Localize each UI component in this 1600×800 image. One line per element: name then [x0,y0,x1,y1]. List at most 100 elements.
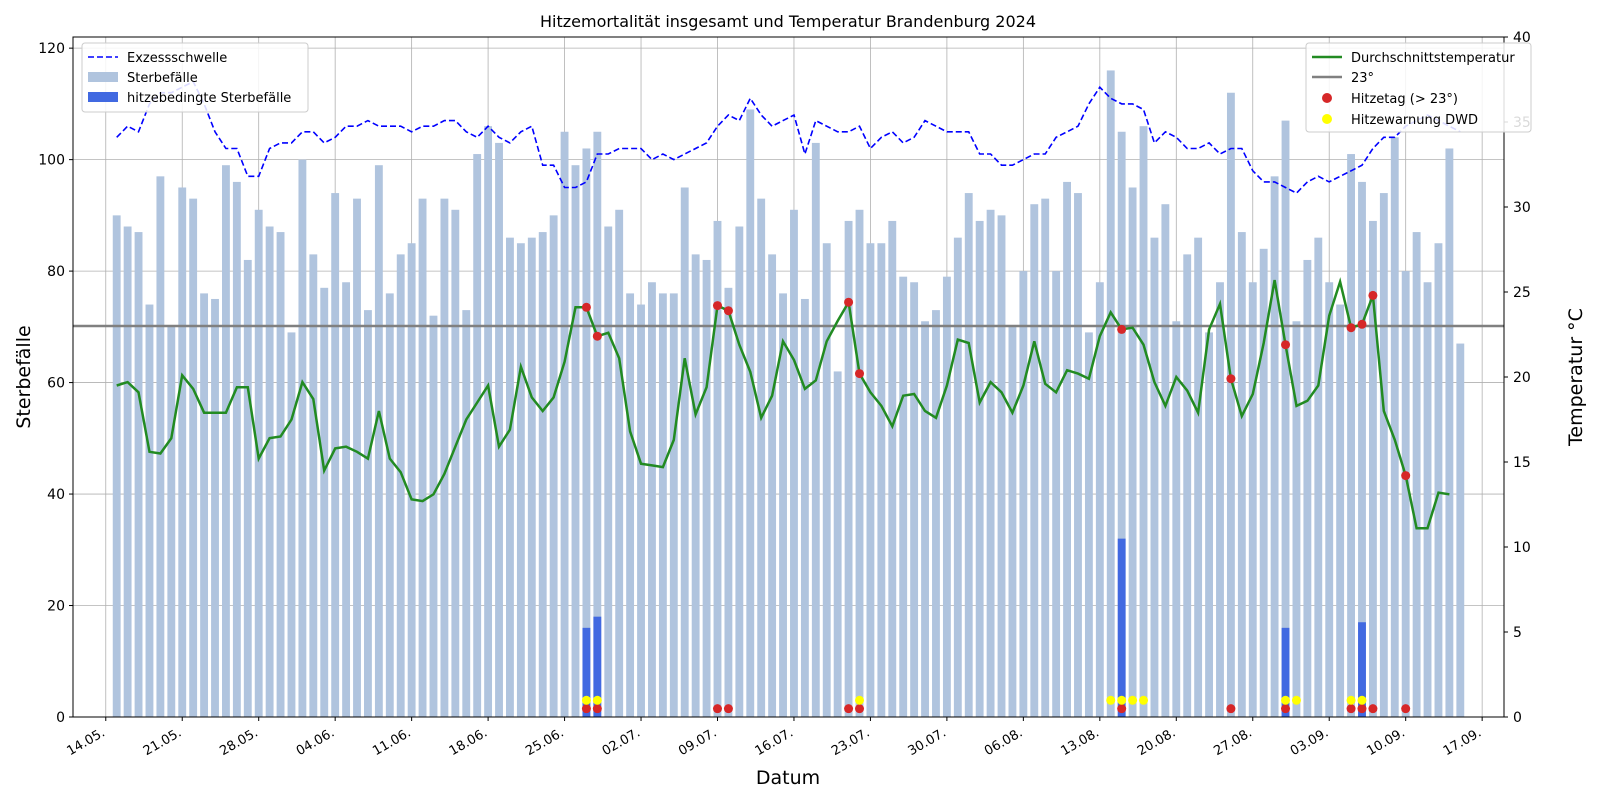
x-tick-label: 04.06. [294,725,337,759]
bar-sterbefaelle [735,226,744,718]
bar-hitzebedingt [1117,538,1126,717]
bar-sterbefaelle [560,131,569,718]
bar-sterbefaelle [1412,232,1421,717]
dwd-warning-marker [581,695,591,705]
y-tick-label-right: 5 [1513,625,1522,641]
dwd-warning-marker [1291,695,1301,705]
bar-sterbefaelle [1139,126,1148,718]
y-tick-label-left: 80 [47,264,65,280]
bar-sterbefaelle [626,293,635,717]
bar-sterbefaelle [1423,282,1432,717]
heat-day-marker [712,301,722,311]
bar-sterbefaelle [1390,137,1399,717]
bar-sterbefaelle [211,298,219,717]
y-tick-label-right: 40 [1513,30,1531,46]
bar-sterbefaelle [1445,148,1454,717]
x-tick-label: 14.05. [64,725,107,759]
legend-heat-day-swatch [1322,93,1332,103]
bar-sterbefaelle [123,226,132,718]
x-tick-label: 02.07. [600,725,643,759]
bar-sterbefaelle [1434,243,1443,718]
dwd-warning-marker [1128,695,1138,705]
x-tick-label: 06.08. [982,725,1025,759]
bar-sterbefaelle [156,176,165,718]
heat-day-marker [581,302,591,312]
bar-sterbefaelle [1379,193,1388,718]
bar-sterbefaelle [1336,304,1345,717]
bar-sterbefaelle [1128,187,1137,717]
bar-sterbefaelle [822,243,831,718]
bar-sterbefaelle [702,259,711,717]
bar-sterbefaelle [484,126,493,718]
bar-sterbefaelle [1161,204,1170,717]
bar-sterbefaelle [800,298,809,717]
bar-sterbefaelle [1117,131,1126,718]
bar-sterbefaelle [1008,326,1017,717]
bar-hitzebedingt [593,616,602,717]
bar-sterbefaelle [942,276,951,717]
chart-title: Hitzemortalität insgesamt und Temperatur… [540,12,1036,31]
heat-day-marker [723,306,733,316]
bar-sterbefaelle [1248,282,1257,717]
heat-day-baseline-marker [712,704,722,714]
bar-sterbefaelle [473,154,482,717]
bar-sterbefaelle [331,193,340,718]
heat-day-baseline-marker [1368,704,1378,714]
legend-temperature-label: Durchschnittstemperatur [1351,51,1515,66]
x-tick-label: 13.08. [1059,725,1102,759]
bar-sterbefaelle [495,142,503,718]
x-tick-label: 28.05. [217,725,260,759]
x-tick-label: 27.08. [1211,725,1254,759]
heat-day-marker [1226,374,1236,384]
bar-sterbefaelle [440,198,449,717]
bar-sterbefaelle [243,259,252,717]
bar-sterbefaelle [167,326,176,717]
bar-sterbefaelle [506,237,514,717]
bar-sterbefaelle [221,165,230,717]
bar-sterbefaelle [232,181,241,717]
x-tick-label: 18.06. [447,725,490,759]
bar-sterbefaelle [451,209,460,718]
x-tick-label: 11.06. [370,725,413,759]
bar-sterbefaelle [779,293,787,717]
bar-sterbefaelle [1401,271,1410,717]
x-tick-label: 23.07. [829,725,872,759]
legend-right: Durchschnittstemperatur 23° Hitzetag (> … [1305,42,1532,133]
heat-day-baseline-marker [1357,704,1367,714]
bar-sterbefaelle [1237,232,1246,717]
bar-sterbefaelle [1074,193,1082,718]
bar-sterbefaelle [811,142,820,718]
bar-sterbefaelle [189,198,198,717]
bar-sterbefaelle [582,148,591,717]
x-tick-label: 21.05. [141,725,184,759]
bar-sterbefaelle [342,282,351,717]
y-tick-label-right: 15 [1513,455,1531,471]
bar-sterbefaelle [1368,220,1377,717]
bar-sterbefaelle [1030,204,1039,717]
bar-sterbefaelle [669,293,678,717]
bar-sterbefaelle [418,198,427,717]
bar-sterbefaelle [1314,237,1323,717]
temperature-line [116,277,1450,530]
bar-sterbefaelle [1358,181,1366,717]
bar-sterbefaelle [265,226,274,718]
bar-sterbefaelle [855,209,864,718]
bar-sterbefaelle [1281,120,1290,717]
heat-day-baseline-marker [844,704,854,714]
bars-hitzebedingte-sterbefaelle [582,538,1366,717]
bar-sterbefaelle [364,310,372,717]
y-tick-label-right: 20 [1513,370,1531,386]
bar-sterbefaelle [353,198,361,717]
bar-sterbefaelle [276,232,285,717]
bar-sterbefaelle [298,159,307,718]
x-tick-label: 25.06. [523,725,566,759]
x-tick-label: 09.07. [676,725,719,759]
bar-sterbefaelle [1183,254,1192,717]
bar-sterbefaelle [746,109,755,718]
marker-dots [581,290,1411,714]
bar-sterbefaelle [593,131,602,718]
heat-day-baseline-marker [1281,704,1291,714]
bar-sterbefaelle [921,321,929,717]
legend-right-box [1305,42,1532,133]
